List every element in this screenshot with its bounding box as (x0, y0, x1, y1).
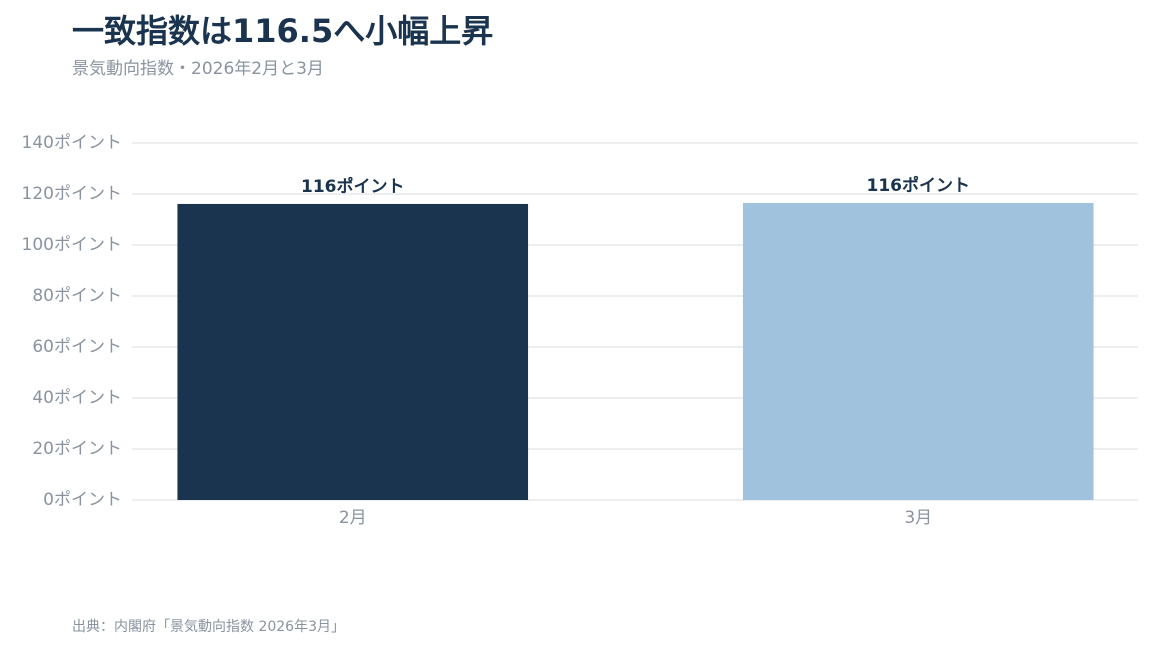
x-tick-label: 2月 (339, 508, 367, 528)
y-tick-label: 120ポイント (22, 184, 122, 204)
y-tick-label: 40ポイント (32, 388, 122, 408)
source-note: 出典：内閣府「景気動向指数 2026年3月」 (72, 619, 345, 635)
y-tick-label: 100ポイント (22, 235, 122, 255)
x-tick-label: 3月 (904, 508, 932, 528)
chart-subtitle: 景気動向指数・2026年2月と3月 (72, 59, 324, 79)
bar (177, 203, 529, 500)
y-tick-label: 0ポイント (43, 490, 122, 510)
y-tick-label: 80ポイント (32, 286, 122, 306)
y-tick-label: 60ポイント (32, 337, 122, 357)
bar (742, 202, 1094, 501)
value-label: 116ポイント (867, 175, 971, 196)
y-tick-label: 140ポイント (22, 133, 122, 153)
value-label: 116ポイント (301, 176, 405, 197)
chart-title: 一致指数は116.5へ小幅上昇 (72, 12, 493, 50)
y-tick-label: 20ポイント (32, 439, 122, 459)
